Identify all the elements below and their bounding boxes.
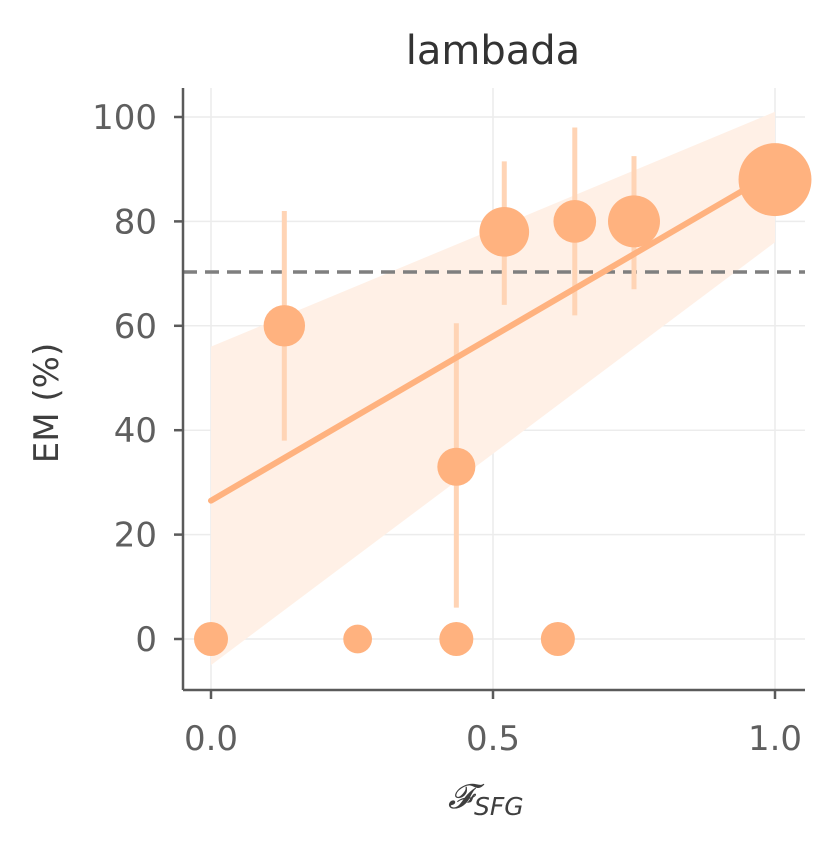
data-point (194, 622, 228, 656)
data-point (343, 624, 373, 654)
regression-line (208, 168, 778, 504)
data-point (437, 447, 476, 486)
y-tick-label: 40 (114, 411, 157, 451)
y-tick-label: 80 (114, 202, 157, 242)
x-tick-label: 1.0 (748, 719, 802, 759)
data-point (553, 200, 597, 243)
data-point (540, 622, 575, 656)
point-layer (194, 143, 812, 656)
data-point (263, 305, 306, 347)
y-axis-label: EM (%) (27, 343, 67, 463)
svg-text:SFG: SFG (474, 792, 524, 821)
y-tick-label: 60 (114, 307, 157, 347)
chart-title: lambada (406, 28, 580, 74)
tick-layer: 0 20 40 60 80 100 0.0 0.5 1.0 (92, 98, 802, 759)
x-axis-label: 𝓕 SFG (448, 777, 524, 821)
regression-layer (208, 168, 778, 504)
data-point (608, 195, 660, 248)
data-point (439, 622, 474, 656)
data-point (479, 207, 530, 257)
y-tick-label: 0 (135, 620, 157, 660)
x-tick-label: 0.5 (466, 719, 520, 759)
data-point (738, 143, 812, 217)
x-tick-label: 0.0 (184, 719, 238, 759)
y-tick-label: 20 (114, 516, 157, 556)
y-tick-label: 100 (92, 98, 157, 138)
